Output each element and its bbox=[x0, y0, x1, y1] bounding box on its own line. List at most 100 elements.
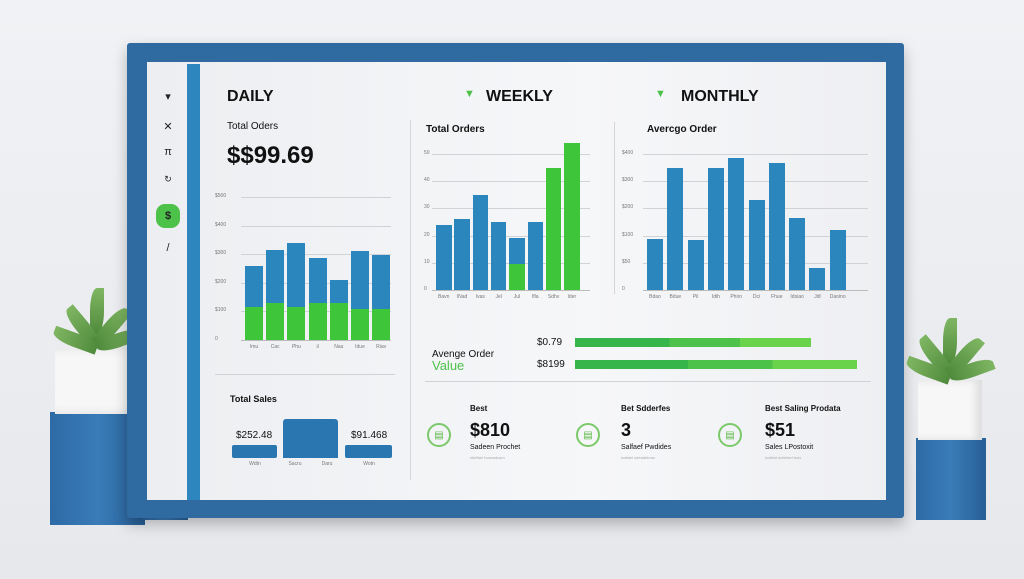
card-value: $51 bbox=[765, 420, 796, 440]
y-tick-label: $300 bbox=[215, 250, 227, 257]
pencil-icon[interactable]: / bbox=[166, 242, 170, 254]
total-sales-tick: Wdtn bbox=[249, 461, 261, 467]
weekly-chevron-icon: ▼ bbox=[464, 88, 475, 100]
card-subtitle: Sales LPostoxit bbox=[765, 444, 814, 451]
x-tick-label: Phiro bbox=[730, 294, 743, 300]
y-tick-label: $50 bbox=[622, 258, 631, 265]
x-tick-label: Dci bbox=[752, 294, 761, 300]
x-tick-label: Imu bbox=[249, 344, 259, 350]
right-divider bbox=[425, 381, 871, 382]
card-title: Best Saling Prodata bbox=[765, 404, 841, 413]
product-icon: ▤ bbox=[718, 423, 742, 447]
x-tick-label: Bavn bbox=[438, 294, 450, 300]
y-tick-label: $300 bbox=[622, 177, 634, 184]
x-tick-label: il bbox=[316, 344, 319, 350]
x-tick-label: Bdao bbox=[649, 294, 661, 300]
gridline bbox=[432, 181, 590, 183]
y-tick-label: 0 bbox=[424, 286, 427, 292]
total-sales-tick: Wotn bbox=[363, 461, 375, 467]
right-plant bbox=[904, 318, 996, 385]
weekly-label: Total Orders bbox=[426, 124, 485, 135]
bar bbox=[768, 162, 785, 290]
gridline bbox=[432, 208, 590, 210]
avg-order-label: Avenge Order bbox=[432, 349, 495, 360]
x-tick-label: Ivas bbox=[475, 294, 485, 300]
gridline bbox=[643, 181, 868, 183]
bar bbox=[809, 267, 826, 290]
dollar-icon[interactable]: $ bbox=[156, 204, 180, 228]
bar bbox=[707, 168, 724, 290]
total-sales-right-value: $91.468 bbox=[351, 430, 388, 441]
bar bbox=[527, 222, 543, 290]
monthly-chart: $400 $300 $200 $100 $50 0 Bdao Bdue Pil Idih Phiro… bbox=[622, 147, 872, 307]
right-plant-pot bbox=[916, 438, 986, 520]
bar bbox=[667, 168, 684, 290]
best-selling-product-card[interactable]: Best Saling Prodata ▤ $51 Sales LPostoxi… bbox=[718, 404, 868, 474]
bar-highlight bbox=[509, 264, 525, 290]
bar-highlight bbox=[372, 308, 391, 340]
x-tick-label: Idue bbox=[355, 344, 365, 350]
bar bbox=[728, 158, 745, 290]
bar bbox=[647, 238, 663, 290]
bar-highlight bbox=[545, 167, 562, 290]
y-tick-label: $200 bbox=[622, 204, 634, 211]
best-card[interactable]: Best ▤ $810 Sadeen Prochet Idetfael bcse… bbox=[427, 404, 577, 474]
x-tick-label: Nau bbox=[334, 344, 344, 350]
tab-monthly[interactable]: MONTHLY bbox=[681, 88, 759, 105]
x-axis bbox=[643, 290, 868, 291]
weekly-chart: 50 40 30 20 10 0 Bavn INad Ivas Jel Jul Ifla Sdhv Ide… bbox=[424, 143, 594, 307]
bar-highlight bbox=[329, 303, 348, 340]
gridline bbox=[643, 154, 868, 155]
card-note: Ioafael sdeadebras bbox=[621, 455, 656, 460]
total-sales-tick: Daru bbox=[321, 461, 333, 467]
x-tick-label: Idsiao bbox=[790, 294, 804, 300]
avg-order-row-value: $0.79 bbox=[537, 337, 563, 348]
refresh-icon[interactable]: ↻ bbox=[164, 174, 172, 184]
x-axis bbox=[241, 340, 391, 341]
x-tick-label: Idih bbox=[711, 294, 720, 300]
x-tick-label: Jul bbox=[513, 294, 521, 300]
total-sales-bar bbox=[345, 445, 392, 458]
gridline bbox=[432, 235, 590, 237]
x-tick-label: Riav bbox=[376, 344, 387, 350]
tab-daily[interactable]: DAILY bbox=[227, 88, 274, 105]
gridline bbox=[241, 225, 391, 227]
total-sales-bar bbox=[232, 445, 277, 458]
chevron-down-icon[interactable]: ▾ bbox=[165, 91, 171, 103]
total-sales-bar bbox=[283, 419, 338, 458]
left-plant-planter bbox=[55, 348, 140, 414]
y-tick-label: 50 bbox=[424, 150, 430, 156]
bar-highlight bbox=[564, 143, 580, 290]
daily-label: Total Oders bbox=[227, 121, 279, 132]
best-sellers-card[interactable]: Bet Sdderfes ▤ 3 Salfaef Pwdides Ioafael… bbox=[576, 404, 726, 474]
left-plant bbox=[51, 288, 143, 355]
bar bbox=[472, 194, 489, 290]
bar-highlight bbox=[351, 308, 369, 340]
x-tick-label: Jdl bbox=[814, 294, 821, 300]
total-sales-tick: Sacru bbox=[288, 461, 302, 467]
bar bbox=[687, 239, 704, 290]
x-tick-label: Daoino bbox=[829, 294, 846, 300]
avg-order-progress-bar bbox=[575, 360, 857, 369]
card-note: Ioafeld adrefael toos bbox=[765, 455, 802, 460]
close-icon[interactable]: ✕ bbox=[163, 121, 173, 133]
y-tick-label: 0 bbox=[215, 336, 218, 342]
avg-order-value-label: Value bbox=[432, 358, 465, 373]
x-tick-label: Phu bbox=[291, 344, 301, 350]
daily-chart: $500 $400 $300 $200 $100 0 Imu Cac Phu il Nau Idue R… bbox=[215, 190, 395, 360]
y-tick-label: $100 bbox=[215, 307, 227, 314]
card-title: Bet Sdderfes bbox=[621, 404, 671, 413]
x-tick-label: Fhue bbox=[771, 294, 783, 300]
y-tick-label: $500 bbox=[215, 193, 227, 199]
y-tick-label: 0 bbox=[622, 286, 625, 292]
pi-icon[interactable]: π bbox=[164, 146, 172, 158]
card-note: Idetfael bcseadcam bbox=[470, 455, 505, 460]
tab-weekly[interactable]: WEEKLY bbox=[486, 88, 553, 105]
x-tick-label: Pil bbox=[692, 294, 699, 300]
y-tick-label: $100 bbox=[622, 231, 634, 238]
chart-divider bbox=[614, 122, 615, 294]
product-icon: ▤ bbox=[427, 423, 451, 447]
left-divider bbox=[215, 374, 395, 375]
bar-highlight bbox=[287, 307, 306, 340]
y-tick-label: 20 bbox=[424, 231, 430, 238]
